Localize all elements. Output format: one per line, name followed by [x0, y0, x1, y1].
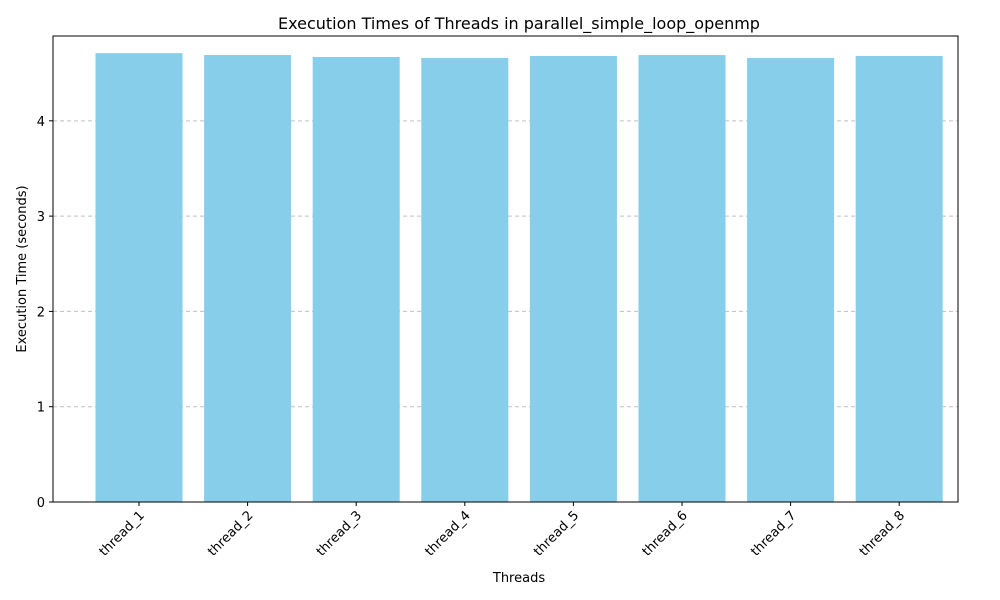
x-ticks: thread_1 thread_2 thread_3 thread_4 thread_5…	[97, 502, 908, 559]
axes	[52, 35, 959, 503]
y-tick-label: 4	[37, 115, 45, 130]
bar	[312, 56, 400, 502]
x-tick-label: thread_4	[422, 508, 473, 559]
plot-frame	[52, 35, 959, 503]
x-axis-label: Threads	[492, 571, 545, 586]
y-axis-label: Execution Time (seconds)	[15, 185, 30, 352]
bar	[638, 55, 726, 503]
bar	[747, 57, 835, 502]
bars	[95, 53, 943, 503]
bar	[204, 55, 292, 503]
bar	[421, 57, 509, 502]
bar	[855, 56, 943, 502]
bar	[95, 53, 183, 502]
bar	[529, 56, 617, 502]
x-tick-label: thread_6	[640, 508, 691, 559]
y-tick-label: 2	[37, 305, 45, 320]
y-tick-label: 1	[37, 401, 45, 416]
x-tick-label: thread_3	[314, 508, 365, 559]
x-tick-label: thread_5	[531, 508, 582, 559]
chart-title: Execution Times of Threads in parallel_s…	[278, 14, 760, 34]
y-tick-label: 3	[37, 210, 45, 225]
y-ticks: 0 1 2 3 4	[37, 115, 53, 511]
x-tick-label: thread_2	[205, 508, 256, 559]
y-tick-label: 0	[37, 496, 45, 511]
x-tick-label: thread_1	[97, 508, 148, 559]
x-tick-label: thread_7	[748, 508, 799, 559]
grid-lines	[53, 120, 958, 408]
x-tick-label: thread_8	[857, 508, 908, 559]
